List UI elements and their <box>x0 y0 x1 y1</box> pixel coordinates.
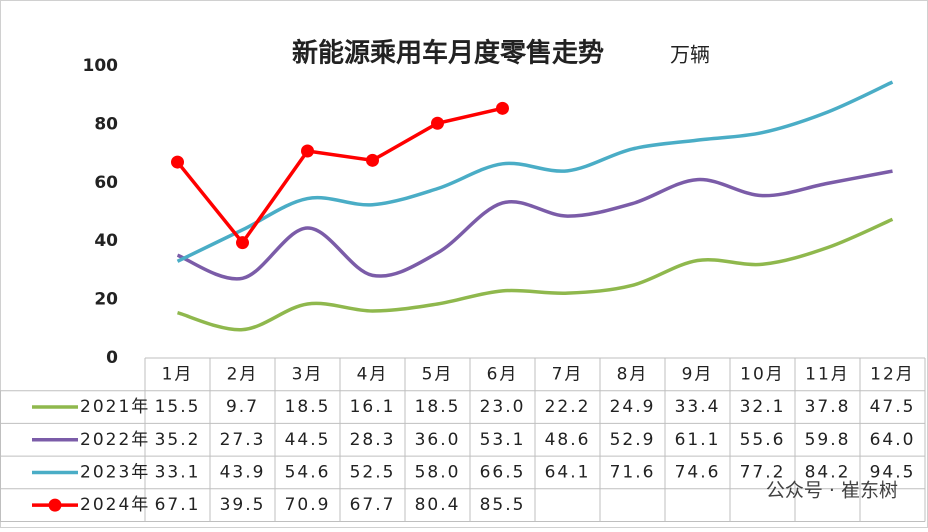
table-cell: 33.4 <box>675 397 721 417</box>
table-cell: 9.7 <box>226 397 259 417</box>
point <box>171 155 184 169</box>
watermark: 公众号 · 崔东树 <box>766 480 898 502</box>
series-line <box>176 80 894 263</box>
x-tick-label: 12月 <box>870 364 915 384</box>
table-cell: 18.5 <box>285 397 331 417</box>
table-cell: 52.9 <box>610 430 656 450</box>
unit-label: 万辆 <box>670 43 710 67</box>
y-tick-label: 60 <box>94 173 118 193</box>
table-cell: 54.6 <box>285 462 331 482</box>
table-cell: 77.2 <box>740 462 786 482</box>
y-tick-label: 40 <box>94 231 118 251</box>
x-tick-label: 1月 <box>162 364 194 384</box>
y-tick-label: 20 <box>94 290 118 310</box>
legend-label: 2022年 <box>80 430 150 450</box>
table-cell: 22.2 <box>545 397 591 417</box>
table-cell: 64.1 <box>545 462 591 482</box>
point <box>496 101 509 115</box>
y-tick-label: 100 <box>83 56 119 76</box>
table-cell: 66.5 <box>480 462 526 482</box>
series-line <box>176 169 893 281</box>
table-cell: 18.5 <box>415 397 461 417</box>
series-line <box>176 106 503 246</box>
table-cell: 64.0 <box>870 430 916 450</box>
table-cell: 52.5 <box>350 462 396 482</box>
table-cell: 24.9 <box>610 397 656 417</box>
table-cell: 39.5 <box>220 495 266 515</box>
y-tick-label: 0 <box>106 348 118 368</box>
table-cell: 36.0 <box>415 430 461 450</box>
x-tick-label: 9月 <box>682 364 714 384</box>
point <box>301 144 314 158</box>
table-cell: 37.8 <box>805 397 851 417</box>
table-cell: 27.3 <box>220 430 266 450</box>
table-cell: 71.6 <box>610 462 656 482</box>
table-cell: 47.5 <box>870 397 916 417</box>
legend-label: 2021年 <box>80 397 150 417</box>
point <box>366 153 379 167</box>
table-cell: 94.5 <box>870 462 916 482</box>
table-cell: 70.9 <box>285 495 331 515</box>
x-tick-label: 8月 <box>617 364 649 384</box>
table-cell: 53.1 <box>480 430 526 450</box>
table-cell: 32.1 <box>740 397 786 417</box>
table-cell: 85.5 <box>480 495 526 515</box>
legend-label: 2023年 <box>80 462 150 482</box>
x-tick-label: 3月 <box>292 364 324 384</box>
x-tick-label: 2月 <box>227 364 259 384</box>
x-tick-label: 7月 <box>552 364 584 384</box>
x-tick-label: 6月 <box>487 364 519 384</box>
y-tick-label: 80 <box>94 114 118 134</box>
series-line <box>177 217 894 332</box>
table-cell: 67.7 <box>350 495 396 515</box>
table-cell: 80.4 <box>415 495 461 515</box>
table-cell: 48.6 <box>545 430 591 450</box>
table-cell: 59.8 <box>805 430 851 450</box>
table-cell: 44.5 <box>285 430 331 450</box>
point <box>236 236 249 250</box>
table-cell: 84.2 <box>805 462 851 482</box>
table-cell: 16.1 <box>350 397 396 417</box>
table-cell: 15.5 <box>155 397 201 417</box>
legend-label: 2024年 <box>80 495 150 515</box>
table-cell: 55.6 <box>740 430 786 450</box>
table-cell: 33.1 <box>155 462 201 482</box>
table-cell: 67.1 <box>155 495 201 515</box>
point <box>431 116 444 130</box>
table-cell: 74.6 <box>675 462 721 482</box>
x-tick-label: 11月 <box>805 364 850 384</box>
chart-title: 新能源乘用车月度零售走势 <box>292 38 604 69</box>
legend-marker <box>48 498 62 512</box>
table-cell: 35.2 <box>155 430 201 450</box>
table-cell: 58.0 <box>415 462 461 482</box>
x-tick-label: 10月 <box>740 364 785 384</box>
table-cell: 43.9 <box>220 462 266 482</box>
x-tick-label: 5月 <box>422 364 454 384</box>
table-cell: 61.1 <box>675 430 721 450</box>
x-tick-label: 4月 <box>357 364 389 384</box>
table-cell: 28.3 <box>350 430 396 450</box>
table-cell: 23.0 <box>480 397 526 417</box>
